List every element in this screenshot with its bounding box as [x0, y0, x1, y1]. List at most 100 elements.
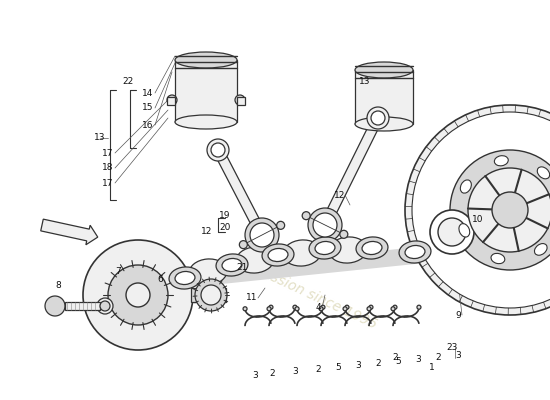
Ellipse shape	[355, 117, 413, 131]
Circle shape	[492, 192, 528, 228]
Text: 9: 9	[455, 310, 461, 320]
Text: 22: 22	[122, 78, 134, 86]
Ellipse shape	[491, 253, 505, 264]
Ellipse shape	[329, 237, 367, 263]
Ellipse shape	[535, 244, 547, 255]
Circle shape	[239, 241, 248, 249]
Bar	[175, 60, 237, 122]
Text: 20: 20	[219, 224, 230, 232]
Text: 5: 5	[395, 358, 401, 366]
Bar	[237, 97, 245, 105]
Bar	[191, 288, 226, 302]
Text: 21: 21	[236, 264, 248, 272]
Text: 3: 3	[455, 352, 461, 360]
Polygon shape	[213, 148, 266, 237]
Circle shape	[207, 139, 229, 161]
Text: 3: 3	[252, 370, 258, 380]
Ellipse shape	[222, 258, 242, 272]
Text: 2: 2	[269, 370, 275, 378]
Circle shape	[468, 168, 550, 252]
Text: 11: 11	[246, 294, 258, 302]
Circle shape	[313, 213, 337, 237]
Circle shape	[295, 307, 299, 311]
Circle shape	[321, 305, 325, 309]
Circle shape	[430, 210, 474, 254]
Circle shape	[245, 218, 279, 252]
Text: 3: 3	[292, 368, 298, 376]
Circle shape	[211, 143, 225, 157]
Circle shape	[391, 307, 395, 311]
Circle shape	[167, 95, 177, 105]
Ellipse shape	[355, 62, 413, 78]
Circle shape	[367, 307, 371, 311]
Ellipse shape	[494, 156, 508, 166]
Text: 7: 7	[115, 268, 121, 276]
Circle shape	[371, 111, 385, 125]
Text: 12: 12	[334, 190, 346, 200]
Circle shape	[108, 265, 168, 325]
Text: 17: 17	[102, 148, 114, 158]
Text: 2: 2	[375, 360, 381, 368]
Text: a passion since 1995: a passion since 1995	[241, 258, 379, 332]
Ellipse shape	[236, 247, 274, 273]
Text: 12: 12	[201, 228, 213, 236]
Ellipse shape	[97, 298, 113, 314]
Ellipse shape	[175, 52, 237, 68]
Text: 2: 2	[435, 354, 441, 362]
Circle shape	[83, 240, 193, 350]
Bar	[65, 302, 100, 310]
Text: 15: 15	[142, 104, 154, 112]
Circle shape	[417, 305, 421, 309]
Ellipse shape	[216, 254, 248, 276]
Ellipse shape	[262, 244, 294, 266]
Ellipse shape	[169, 267, 201, 289]
Text: 6: 6	[157, 276, 163, 284]
FancyArrow shape	[41, 219, 98, 245]
Text: 1: 1	[429, 364, 435, 372]
Circle shape	[412, 112, 550, 308]
Circle shape	[100, 301, 110, 311]
Text: 3: 3	[355, 362, 361, 370]
Text: 3: 3	[415, 356, 421, 364]
Circle shape	[235, 95, 245, 105]
Ellipse shape	[175, 272, 195, 284]
Circle shape	[267, 307, 271, 311]
Circle shape	[438, 218, 466, 246]
Ellipse shape	[175, 115, 237, 129]
Ellipse shape	[283, 240, 321, 266]
Circle shape	[195, 279, 227, 311]
Ellipse shape	[189, 259, 227, 285]
Polygon shape	[321, 116, 382, 227]
Ellipse shape	[309, 237, 341, 259]
Text: 13: 13	[94, 134, 106, 142]
Bar	[355, 70, 413, 124]
Circle shape	[269, 305, 273, 309]
Ellipse shape	[459, 224, 470, 237]
Circle shape	[293, 305, 297, 309]
Text: 13: 13	[359, 78, 371, 86]
Text: 16: 16	[142, 120, 154, 130]
Circle shape	[450, 150, 550, 270]
Circle shape	[302, 212, 310, 220]
Circle shape	[201, 285, 221, 305]
Circle shape	[405, 105, 550, 315]
Ellipse shape	[537, 167, 549, 179]
Text: 8: 8	[55, 280, 61, 290]
Circle shape	[369, 305, 373, 309]
Text: 17: 17	[102, 178, 114, 188]
Text: 4: 4	[315, 304, 321, 312]
Circle shape	[126, 283, 150, 307]
Text: 14: 14	[142, 88, 153, 98]
Circle shape	[277, 221, 285, 229]
Ellipse shape	[405, 246, 425, 258]
Circle shape	[319, 307, 323, 311]
Ellipse shape	[268, 248, 288, 262]
Circle shape	[45, 296, 65, 316]
Bar	[167, 97, 175, 105]
Circle shape	[367, 107, 389, 129]
Circle shape	[345, 305, 349, 309]
Text: 2: 2	[392, 354, 398, 362]
Text: 19: 19	[219, 210, 231, 220]
Ellipse shape	[315, 242, 335, 254]
Circle shape	[340, 230, 348, 238]
